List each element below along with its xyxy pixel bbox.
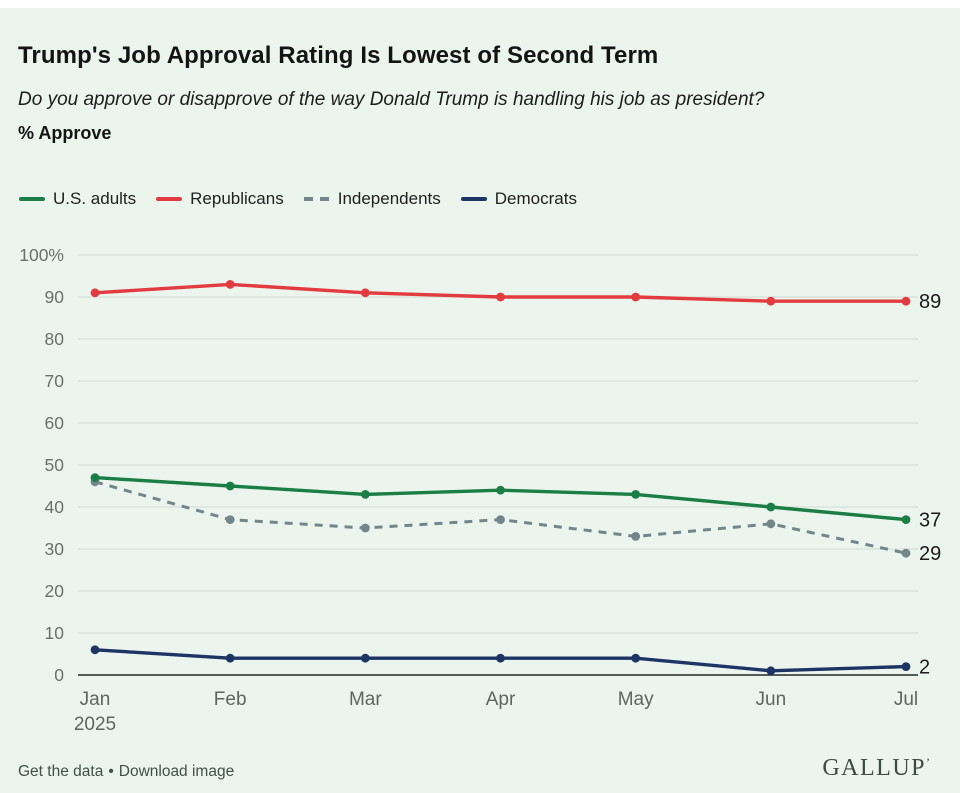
legend-swatch-republicans: [156, 197, 183, 201]
y-axis-tick-label: 70: [45, 371, 65, 391]
data-point-republicans[interactable]: [360, 288, 370, 298]
x-axis-label: Jul: [894, 689, 918, 710]
legend-label-us-adults: U.S. adults: [53, 189, 137, 208]
x-axis-label: Jun: [756, 689, 787, 710]
x-axis-label: Mar: [349, 689, 382, 710]
y-axis-tick-label: 80: [45, 329, 65, 349]
gallup-logo: GALLUP’: [822, 755, 930, 781]
data-point-independents[interactable]: [766, 519, 776, 529]
legend-label-independents: Independents: [337, 189, 441, 208]
data-point-democrats[interactable]: [766, 666, 776, 676]
legend-item-independents[interactable]: Independents: [303, 189, 441, 209]
series-end-label-democrats: 2: [919, 657, 930, 679]
data-point-independents[interactable]: [360, 523, 370, 533]
series-end-label-independents: 29: [919, 543, 941, 565]
data-point-republicans[interactable]: [901, 296, 911, 306]
y-axis-tick-label: 20: [45, 581, 65, 601]
data-point-republicans[interactable]: [90, 288, 100, 298]
legend-swatch-us-adults: [19, 197, 45, 201]
y-axis-tick-label: 40: [45, 497, 65, 517]
data-point-democrats[interactable]: [496, 653, 505, 663]
data-point-u-s-adults[interactable]: [496, 485, 505, 495]
y-axis-tick-label: 10: [45, 623, 65, 643]
legend-item-us-adults[interactable]: U.S. adults: [19, 189, 136, 209]
y-axis-tick-label: 0: [54, 665, 64, 685]
data-point-democrats[interactable]: [90, 645, 100, 655]
data-point-u-s-adults[interactable]: [225, 481, 235, 491]
data-point-independents[interactable]: [496, 515, 505, 524]
y-axis-tick-label: 100%: [19, 245, 64, 265]
x-axis-label: Apr: [486, 689, 516, 710]
series-end-label-u-s-adults: 37: [919, 510, 941, 532]
data-point-independents[interactable]: [631, 532, 641, 541]
legend: U.S. adults Republicans Independents Dem…: [19, 189, 577, 209]
data-point-democrats[interactable]: [901, 662, 911, 671]
data-point-u-s-adults[interactable]: [901, 515, 911, 524]
gallup-trademark: ’: [926, 755, 930, 769]
legend-label-democrats: Democrats: [494, 189, 577, 208]
metric-label: % Approve: [18, 123, 112, 143]
data-point-u-s-adults[interactable]: [766, 502, 776, 512]
data-point-democrats[interactable]: [360, 653, 370, 663]
data-point-democrats[interactable]: [225, 653, 235, 663]
legend-item-republicans[interactable]: Republicans: [156, 189, 284, 209]
data-point-independents[interactable]: [225, 515, 235, 524]
y-axis-tick-label: 60: [45, 413, 65, 433]
data-point-u-s-adults[interactable]: [90, 473, 100, 482]
footer-links: Get the data • Download image: [18, 763, 234, 781]
y-axis-tick-label: 30: [45, 539, 65, 559]
footer-separator: •: [108, 763, 114, 780]
legend-swatch-democrats: [460, 197, 487, 201]
x-axis-label: Feb: [214, 689, 247, 710]
data-point-u-s-adults[interactable]: [360, 490, 370, 499]
chart-subtitle: Do you approve or disapprove of the way …: [18, 89, 765, 110]
legend-swatch-independents: [303, 197, 330, 201]
download-image-link[interactable]: Download image: [118, 763, 235, 780]
x-axis-label: Jan: [80, 689, 111, 710]
data-point-republicans[interactable]: [496, 292, 505, 302]
y-axis-tick-label: 90: [45, 287, 65, 307]
get-the-data-link[interactable]: Get the data: [18, 763, 104, 780]
x-axis-year-label: 2025: [74, 714, 116, 735]
data-point-republicans[interactable]: [766, 296, 776, 306]
series-end-label-republicans: 89: [919, 291, 941, 313]
y-axis-tick-label: 50: [45, 455, 65, 475]
top-strip: [0, 0, 960, 8]
chart-title: Trump's Job Approval Rating Is Lowest of…: [18, 42, 659, 69]
legend-item-democrats[interactable]: Democrats: [460, 189, 577, 209]
data-point-u-s-adults[interactable]: [631, 490, 641, 499]
data-point-republicans[interactable]: [225, 280, 235, 289]
approval-line-chart: 0 10 20 30 40 50 60 70 80 90 100% Jan Feb Mar Apr May Ju…: [19, 245, 941, 735]
legend-label-republicans: Republicans: [190, 189, 284, 208]
x-axis-label: May: [618, 689, 654, 710]
data-point-independents[interactable]: [901, 548, 911, 558]
data-point-republicans[interactable]: [631, 292, 641, 302]
data-point-democrats[interactable]: [631, 653, 641, 663]
series-line-u-s-adults: [94, 475, 907, 522]
